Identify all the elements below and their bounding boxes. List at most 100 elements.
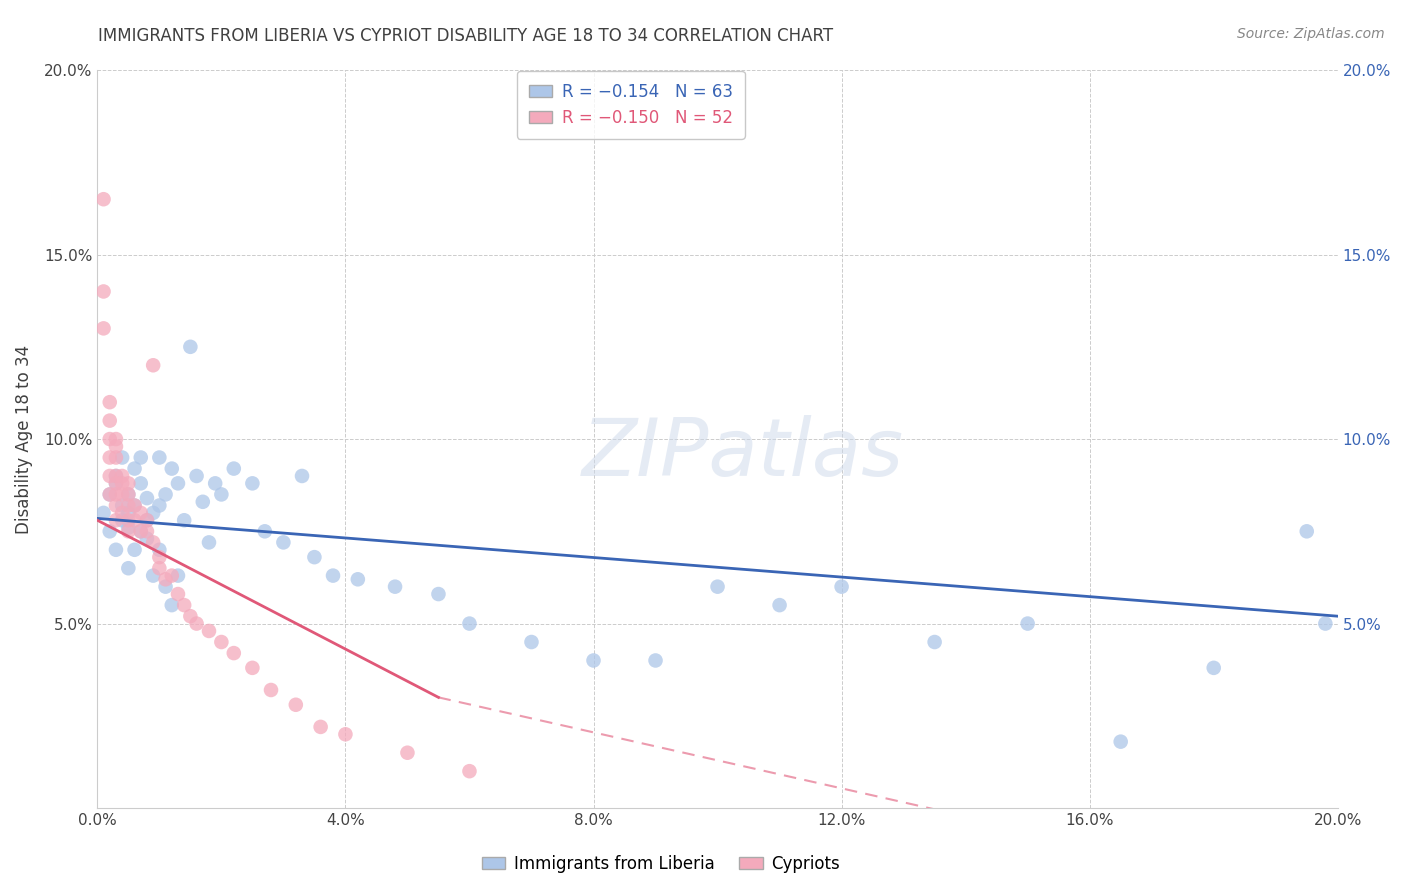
Text: Source: ZipAtlas.com: Source: ZipAtlas.com [1237,27,1385,41]
Point [129,506,152,520]
Point [111,476,134,491]
Point [1202,661,1225,675]
Point [104,440,127,454]
Point [198,624,221,638]
Point [167,476,190,491]
Y-axis label: Disability Age 18 to 34: Disability Age 18 to 34 [15,344,32,533]
Point [98,487,121,501]
Point [173,598,195,612]
Point [209,635,232,649]
Point [111,487,134,501]
Point [111,450,134,465]
Point [124,542,146,557]
Point [924,635,946,649]
Point [93,506,115,520]
Point [124,499,146,513]
Text: IMMIGRANTS FROM LIBERIA VS CYPRIOT DISABILITY AGE 18 TO 34 CORRELATION CHART: IMMIGRANTS FROM LIBERIA VS CYPRIOT DISAB… [98,27,834,45]
Point [155,487,177,501]
Point [155,572,177,586]
Point [520,635,543,649]
Point [111,469,134,483]
Point [222,646,245,660]
Legend: Immigrants from Liberia, Cypriots: Immigrants from Liberia, Cypriots [475,848,846,880]
Point [582,653,605,667]
Point [104,469,127,483]
Point [129,476,152,491]
Point [104,542,127,557]
Point [167,568,190,582]
Point [111,499,134,513]
Point [129,524,152,539]
Point [98,432,121,446]
Point [768,598,790,612]
Point [284,698,307,712]
Point [117,499,139,513]
Point [136,532,159,546]
Point [384,580,406,594]
Point [209,487,232,501]
Point [129,524,152,539]
Point [129,450,152,465]
Point [117,513,139,527]
Point [142,358,165,372]
Point [160,598,183,612]
Point [98,395,121,409]
Point [242,476,264,491]
Point [173,513,195,527]
Point [160,568,183,582]
Point [104,476,127,491]
Point [396,746,419,760]
Point [142,535,165,549]
Point [304,550,326,565]
Point [104,499,127,513]
Point [117,476,139,491]
Point [186,616,208,631]
Point [117,506,139,520]
Point [142,506,165,520]
Point [179,609,201,624]
Text: ZIPatlas: ZIPatlas [581,415,904,492]
Point [136,491,159,505]
Point [136,513,159,527]
Point [111,506,134,520]
Point [104,450,127,465]
Point [1295,524,1317,539]
Point [98,450,121,465]
Point [148,550,170,565]
Point [155,580,177,594]
Point [831,580,853,594]
Point [260,683,283,698]
Point [136,513,159,527]
Point [291,469,314,483]
Point [93,192,115,206]
Point [347,572,370,586]
Point [191,495,214,509]
Point [117,561,139,575]
Point [124,499,146,513]
Point [124,461,146,475]
Point [148,499,170,513]
Point [322,568,344,582]
Point [104,513,127,527]
Point [1315,616,1337,631]
Point [335,727,357,741]
Point [148,542,170,557]
Point [117,521,139,535]
Point [179,340,201,354]
Point [117,487,139,501]
Point [93,285,115,299]
Point [98,487,121,501]
Point [160,461,183,475]
Point [273,535,295,549]
Point [148,561,170,575]
Point [644,653,666,667]
Point [117,487,139,501]
Point [98,469,121,483]
Point [1109,734,1132,748]
Point [198,535,221,549]
Point [104,487,127,501]
Point [93,321,115,335]
Point [427,587,450,601]
Point [309,720,332,734]
Point [104,476,127,491]
